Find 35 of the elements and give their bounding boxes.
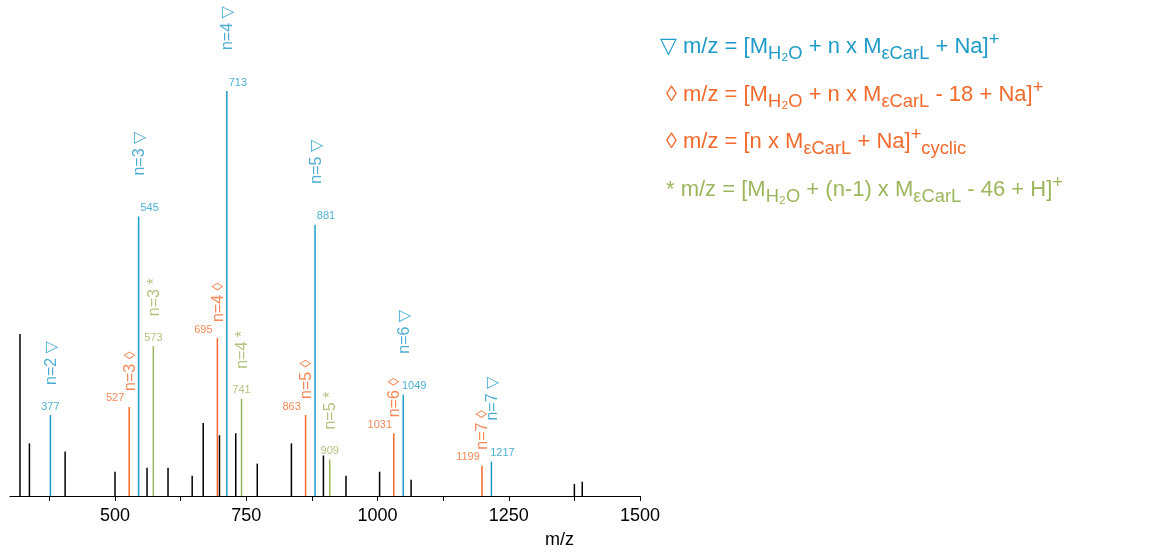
- annotation: 1217: [490, 446, 515, 459]
- annotation: n=5 ◊: [297, 359, 315, 400]
- annotation: 573: [144, 330, 163, 343]
- annotation: n=4 ▽: [218, 5, 236, 51]
- annotation: n=5 *: [321, 391, 339, 430]
- annotation: n=3 ◊: [120, 351, 138, 391]
- annotation: n=2 ▽: [41, 340, 59, 386]
- annotation: 863: [282, 399, 301, 412]
- annotation: n=4 ◊: [208, 282, 226, 323]
- annotation: 377: [41, 399, 60, 412]
- annotation: 909: [320, 444, 339, 457]
- annotation: 527: [106, 391, 125, 404]
- text: * m/z = [M$_{H₂O}$ + (n-1) x M$_{εCarL}$ - 46 + H]$^{+}$: [665, 170, 1064, 208]
- annotation: n=4 *: [233, 331, 251, 369]
- text: ◊ m/z = [M$_{H₂O}$ + n x M$_{εCarL}$ - 18 + Na]$^{+}$: [665, 74, 1045, 113]
- x-tick-label: 1500: [619, 505, 661, 525]
- text: ▽ m/z = [M$_{H₂O}$ + n x M$_{εCarL}$ + Na]$^{+}$: [660, 27, 1001, 65]
- annotation: 1031: [367, 417, 393, 430]
- annotation: 1049: [401, 379, 427, 392]
- x-tick-label: 1000: [357, 505, 398, 525]
- annotation: 545: [140, 201, 159, 214]
- annotation: 881: [316, 209, 336, 222]
- x-axis-title: m/z: [545, 529, 574, 549]
- annotation: n=3 *: [144, 278, 162, 317]
- x-tick-label: 500: [99, 505, 131, 525]
- x-tick-label: 1250: [488, 505, 529, 525]
- annotation: n=6 ▽: [394, 309, 412, 354]
- x-tick-label: 750: [231, 505, 262, 525]
- annotation: n=3 ▽: [130, 131, 148, 176]
- annotation: n=5 ▽: [306, 139, 324, 184]
- annotation: 713: [228, 75, 247, 88]
- annotation: 695: [194, 322, 213, 335]
- annotation: 741: [232, 383, 251, 396]
- annotation: 1199: [456, 450, 480, 463]
- annotation: n=6 ◊: [385, 377, 403, 418]
